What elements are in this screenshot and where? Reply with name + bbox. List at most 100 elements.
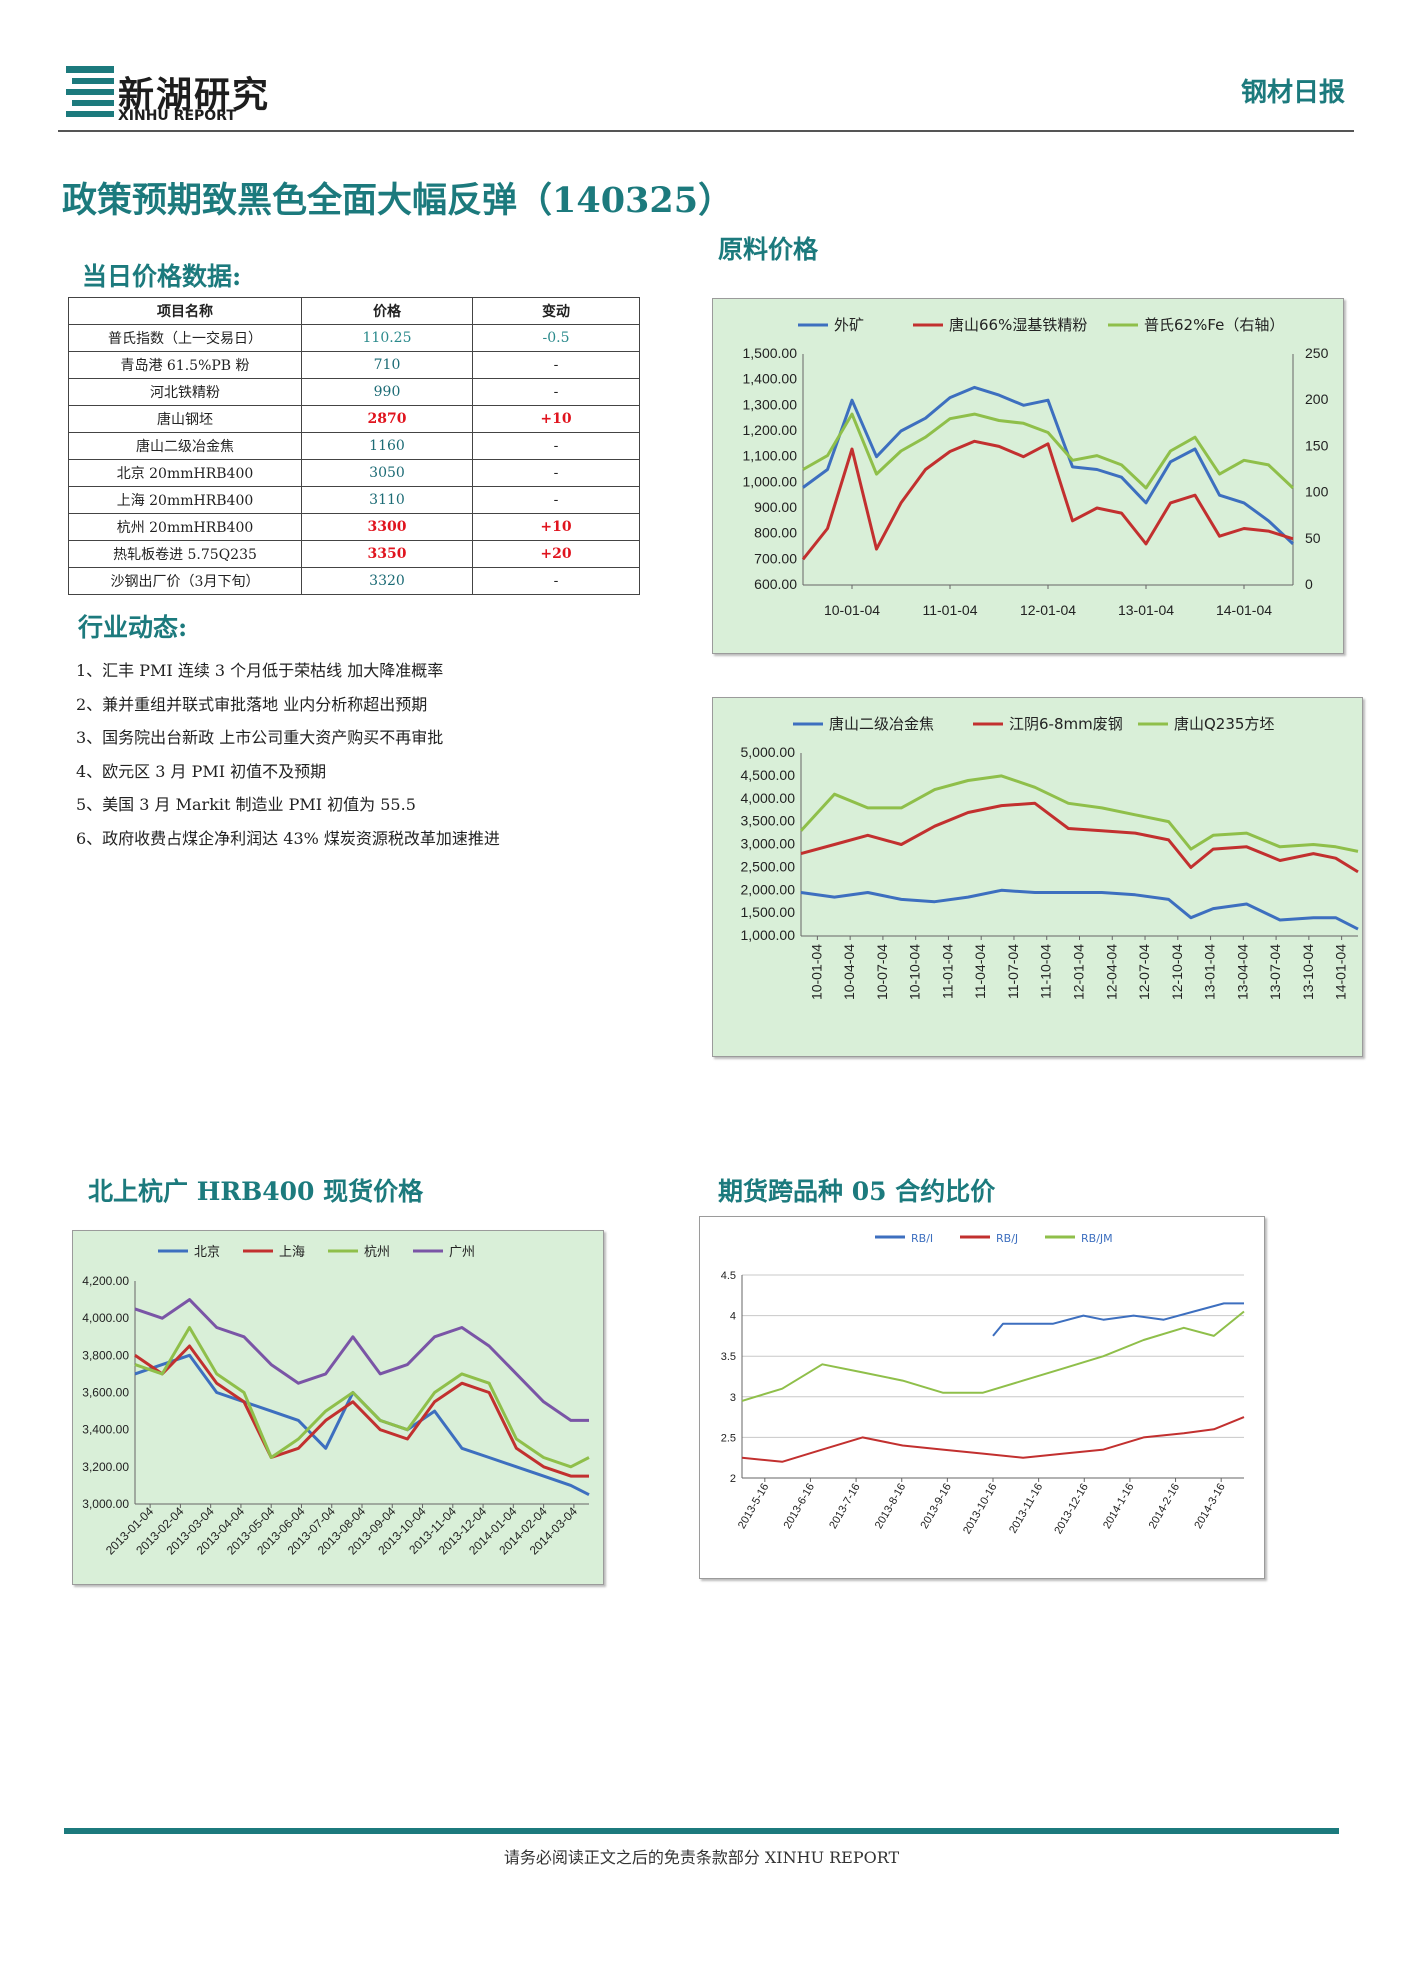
y-tick-label: 3,000.00	[741, 836, 796, 852]
x-tick-label: 2014-3-16	[1192, 1482, 1227, 1531]
x-tick-label: 12-01-04	[1071, 944, 1087, 1000]
footer-disclaimer: 请务必阅读正文之后的免责条款部分 XINHU REPORT	[503, 1848, 900, 1867]
x-tick-label: 12-04-04	[1103, 944, 1119, 1000]
row-change: -0.5	[472, 324, 640, 352]
row-name: 河北铁精粉	[68, 378, 302, 406]
table-header-row: 项目名称 价格 变动	[68, 297, 640, 325]
y-tick-label: 800.00	[754, 525, 797, 541]
y-tick-label: 3,500.00	[741, 813, 796, 829]
row-change: -	[472, 459, 640, 487]
row-change: -	[472, 486, 640, 514]
y2-tick-label: 0	[1305, 576, 1313, 592]
table-row: 河北铁精粉 990-	[68, 378, 640, 406]
row-name: 热轧板卷进 5.75Q235	[68, 540, 302, 568]
legend-label: 广州	[449, 1245, 475, 1260]
row-price: 3300	[301, 513, 473, 541]
x-tick-label: 13-01-04	[1202, 944, 1218, 1000]
legend-label: 上海	[279, 1245, 305, 1260]
row-name: 沙钢出厂价（3月下旬）	[68, 567, 302, 595]
y-tick-label: 1,500.00	[741, 904, 796, 920]
row-change: -	[472, 432, 640, 460]
series-line-1	[802, 385, 1295, 545]
x-tick-label: 10-04-04	[841, 944, 857, 1000]
x-tick-label: 10-01-04	[824, 602, 880, 618]
y2-tick-label: 250	[1305, 345, 1329, 361]
row-change: -	[472, 378, 640, 406]
report-name: 钢材日报	[1240, 78, 1345, 108]
table-row: 北京 20mmHRB400 3050-	[68, 459, 640, 487]
legend-label: 北京	[194, 1245, 220, 1260]
y-tick-label: 1,300.00	[743, 396, 798, 412]
row-price: 3320	[301, 567, 473, 595]
x-tick-label: 14-01-04	[1216, 602, 1272, 618]
legend-label: 江阴6-8mm废钢	[1009, 715, 1123, 733]
section-industry: 行业动态:	[78, 613, 188, 642]
y-tick-label: 3,800.00	[82, 1348, 129, 1362]
y2-tick-label: 100	[1305, 484, 1329, 500]
x-tick-label: 12-07-04	[1136, 944, 1152, 1000]
list-item: 6、政府收费占煤企净利润达 43% 煤炭资源税改革加速推进	[76, 828, 500, 848]
footer-divider	[64, 1828, 1339, 1834]
series-line-3	[741, 1310, 1245, 1402]
row-change: +10	[472, 405, 640, 433]
section-rebar: 北上杭广 HRB400 现货价格	[88, 1177, 424, 1206]
y-tick-label: 1,000.00	[741, 927, 796, 943]
futures-ratio-chart: 4.5 4 3.5 3 2.5 2 2013-5-16 2013-6-16 2013-7-16 2…	[699, 1216, 1265, 1579]
section-futures: 期货跨品种 05 合约比价	[718, 1177, 996, 1206]
series-line-2	[741, 1416, 1245, 1463]
x-tick-label: 13-07-04	[1267, 944, 1283, 1000]
table-row: 唐山钢坯 2870 +10	[68, 405, 640, 433]
y-tick-label: 900.00	[754, 499, 797, 515]
row-name: 青岛港 61.5%PB 粉	[68, 351, 302, 379]
list-item: 1、汇丰 PMI 连续 3 个月低于荣枯线 加大降准概率	[76, 661, 444, 680]
x-tick-label: 2013-6-16	[782, 1482, 817, 1531]
y-tick-label: 3,600.00	[82, 1386, 129, 1400]
y-tick-label: 4,000.00	[82, 1311, 129, 1325]
x-tick-label: 2014-1-16	[1101, 1482, 1136, 1531]
y-tick-label: 4.5	[721, 1270, 736, 1282]
series-line-3	[802, 412, 1295, 490]
table-row: 上海 20mmHRB400 3110-	[68, 486, 640, 514]
page-title: 政策预期致黑色全面大幅反弹（140325）	[62, 180, 734, 221]
list-item: 2、兼并重组并联式审批落地 业内分析称超出预期	[76, 694, 428, 714]
xinhu-logo-icon	[66, 66, 114, 117]
x-tick-label: 10-10-04	[907, 944, 923, 1000]
table-row: 杭州 20mmHRB400 3300 +10	[68, 513, 640, 541]
list-item: 3、国务院出台新政 上市公司重大资产购买不再审批	[76, 728, 444, 747]
header-price: 价格	[301, 297, 473, 325]
y-tick-label: 600.00	[754, 576, 797, 592]
x-tick-label: 10-07-04	[874, 944, 890, 1000]
row-price: 3110	[301, 486, 473, 514]
section-raw-materials: 原料价格	[718, 235, 819, 264]
series-line-2	[134, 1344, 589, 1478]
table-row: 热轧板卷进 5.75Q235 3350 +20	[68, 540, 640, 568]
series-line-1	[992, 1302, 1244, 1337]
chart-svg: 5,000.00 4,500.00 4,000.00 3,500.00 3,000.00…	[741, 715, 1359, 1000]
y-tick-label: 4,500.00	[741, 767, 796, 783]
row-name: 北京 20mmHRB400	[68, 459, 302, 487]
x-tick-label: 2013-11-16	[1007, 1482, 1045, 1536]
raw-material-price-chart: 1,500.00 1,400.00 1,300.00 1,200.00 1,100.00…	[712, 298, 1344, 654]
chart-svg: 4,200.00 4,000.00 3,800.00 3,600.00 3,400.00…	[82, 1245, 590, 1558]
list-item: 5、美国 3 月 Markit 制造业 PMI 初值为 55.5	[76, 795, 416, 814]
x-tick-label: 13-10-04	[1300, 944, 1316, 1000]
x-tick-label: 12-10-04	[1169, 944, 1185, 1000]
legend-label: 外矿	[834, 316, 864, 334]
x-tick-label: 2013-9-16	[918, 1482, 953, 1531]
rebar-spot-price-chart: 4,200.00 4,000.00 3,800.00 3,600.00 3,400.00…	[72, 1230, 604, 1585]
y2-tick-label: 150	[1305, 437, 1329, 453]
x-tick-label: 14-01-04	[1333, 944, 1349, 1000]
y-tick-label: 5,000.00	[741, 744, 796, 760]
x-tick-label: 11-07-04	[1005, 944, 1021, 999]
row-price: 2870	[301, 405, 473, 433]
row-change: -	[472, 567, 640, 595]
legend-label: RB/I	[911, 1232, 933, 1245]
row-price: 710	[301, 351, 473, 379]
legend-label: 唐山二级冶金焦	[829, 715, 934, 733]
x-tick-label: 13-04-04	[1234, 944, 1250, 1000]
table-row: 唐山二级冶金焦 1160-	[68, 432, 640, 460]
row-price: 110.25	[301, 324, 473, 352]
header-change: 变动	[472, 297, 640, 325]
y-tick-label: 4	[730, 1311, 736, 1323]
